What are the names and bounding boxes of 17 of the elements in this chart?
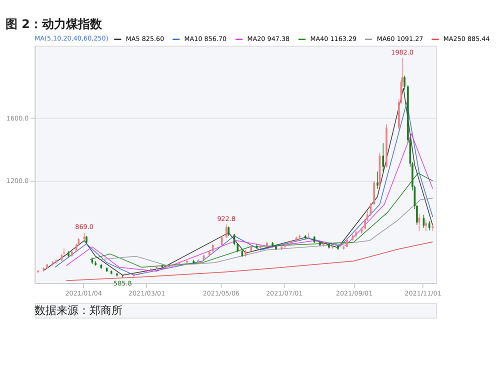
candlestick: [376, 171, 378, 190]
source-note: 数据来源：郑商所: [34, 304, 123, 318]
candlestick: [236, 242, 239, 253]
line-series: [100, 198, 434, 266]
candlestick: [428, 220, 430, 231]
line-series: [66, 133, 434, 272]
candlestick: [425, 220, 427, 232]
candlestick: [186, 259, 188, 264]
candlestick: [382, 142, 384, 172]
candlestick: [166, 265, 168, 270]
candlestick: [220, 236, 223, 246]
candlestick: [373, 180, 376, 206]
candlestick: [225, 224, 228, 239]
candlestick: [404, 75, 406, 90]
candlestick: [228, 226, 230, 236]
line-series: [66, 241, 434, 282]
chart-title: 图 2：动力煤指数: [5, 16, 103, 31]
